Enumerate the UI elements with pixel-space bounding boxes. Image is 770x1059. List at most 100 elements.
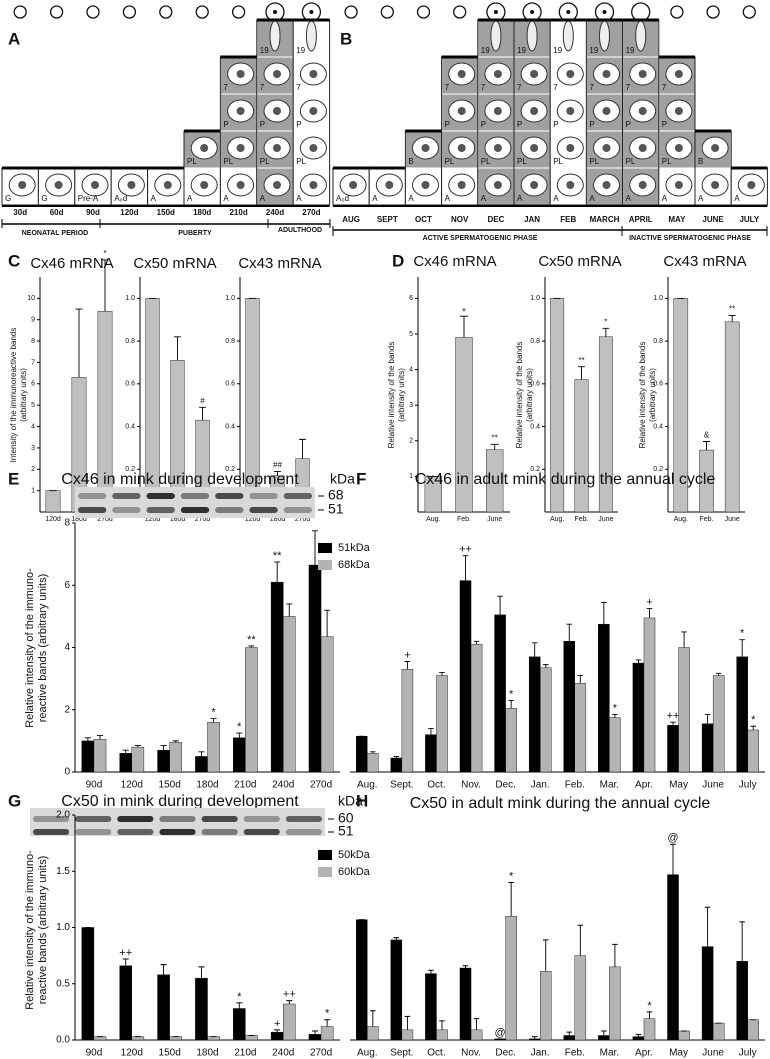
x-tick-label: Jan. bbox=[531, 780, 550, 791]
cell-label: PL bbox=[445, 157, 455, 166]
significance-mark: * bbox=[613, 702, 618, 714]
stage-circle bbox=[453, 5, 467, 19]
nucleus bbox=[493, 107, 502, 115]
nucleus bbox=[236, 144, 245, 152]
nucleus bbox=[457, 181, 466, 189]
bar bbox=[643, 1018, 656, 1041]
cell-label: A bbox=[734, 194, 740, 203]
x-tick-label: Dec. bbox=[495, 1048, 516, 1059]
cell-label: A bbox=[408, 194, 414, 203]
x-tick-label: 180d bbox=[170, 516, 186, 523]
y-tick-label: 0.6 bbox=[225, 381, 235, 388]
x-tick-label: Aug. bbox=[426, 516, 440, 523]
error-bar bbox=[404, 1015, 411, 1030]
cell-label: P bbox=[662, 120, 667, 129]
error-bar bbox=[311, 530, 319, 566]
cell-label: P bbox=[589, 120, 594, 129]
significance-mark: * bbox=[604, 317, 607, 326]
error-bar bbox=[370, 751, 376, 754]
bar bbox=[563, 1035, 575, 1041]
cell-label: PL bbox=[187, 157, 197, 166]
cell-label: P bbox=[626, 120, 631, 129]
chart-title: Cx46 mRNA bbox=[30, 255, 113, 272]
blot-marker: 68 bbox=[328, 487, 344, 503]
column-label: FEB bbox=[560, 215, 576, 224]
nucleus bbox=[493, 181, 502, 189]
error-bar bbox=[728, 315, 736, 322]
period-label: NEONATAL PERIOD bbox=[22, 230, 89, 237]
stage-dot bbox=[273, 10, 277, 14]
stage-dot bbox=[566, 10, 571, 14]
y-tick-label: 1 bbox=[31, 487, 35, 494]
nucleus bbox=[200, 144, 209, 152]
y-tick-label: 0.0 bbox=[56, 1035, 70, 1046]
bar bbox=[169, 1036, 182, 1041]
period-label: ADULTHOOD bbox=[278, 227, 322, 234]
nucleus bbox=[493, 70, 502, 78]
error-bar bbox=[508, 699, 514, 709]
x-tick-label: 90d bbox=[86, 780, 103, 791]
column-label: 180d bbox=[193, 208, 211, 217]
error-bar bbox=[542, 939, 549, 972]
x-tick-label: Feb. bbox=[565, 1048, 585, 1059]
y-tick-label: 8 bbox=[31, 338, 35, 345]
x-tick-label: Aug. bbox=[357, 1048, 378, 1059]
panel-label: A bbox=[8, 29, 20, 48]
nucleus bbox=[674, 144, 683, 152]
x-tick-label: Aug. bbox=[357, 780, 378, 791]
stage-circle bbox=[706, 5, 720, 19]
blot-marker: 51 bbox=[328, 501, 344, 517]
column-label: OCT bbox=[415, 215, 432, 224]
nucleus bbox=[530, 144, 539, 152]
stage-dot bbox=[530, 10, 535, 14]
x-tick-label: 120d bbox=[121, 780, 143, 791]
error-bar bbox=[602, 327, 610, 337]
error-bar bbox=[393, 937, 400, 940]
cell-label: A₀d bbox=[114, 194, 127, 203]
sperm-cell bbox=[269, 20, 281, 52]
nucleus bbox=[309, 107, 318, 115]
column-label: 120d bbox=[120, 208, 138, 217]
legend-label: 68kDa bbox=[338, 559, 371, 571]
bar bbox=[436, 675, 448, 773]
error-bar bbox=[198, 966, 205, 979]
nucleus bbox=[602, 144, 611, 152]
significance-mark: * bbox=[509, 688, 514, 700]
error-bar bbox=[531, 1036, 538, 1039]
column-label: SEPT bbox=[377, 215, 398, 224]
cell-label: 19 bbox=[553, 46, 562, 55]
error-bar bbox=[739, 921, 745, 962]
column-label: 150d bbox=[157, 208, 175, 217]
column-label: DEC bbox=[487, 215, 504, 224]
panel-label: F bbox=[356, 469, 366, 488]
cell-label: PL bbox=[553, 157, 563, 166]
cell-label: A bbox=[662, 194, 668, 203]
nucleus bbox=[273, 181, 281, 189]
nucleus bbox=[349, 181, 358, 189]
y-axis-label: reactive bands (arbitrary units) bbox=[37, 574, 49, 723]
cell-label: P bbox=[553, 120, 558, 129]
error-bar bbox=[299, 438, 306, 459]
y-tick-label: 10 bbox=[27, 295, 35, 302]
y-tick-label: 2.0 bbox=[56, 810, 70, 821]
column-label: 90d bbox=[86, 208, 100, 217]
bar bbox=[245, 647, 258, 773]
cell-label: A bbox=[223, 194, 229, 203]
cell-label: 7 bbox=[296, 83, 301, 92]
y-tick-label: 0.8 bbox=[653, 338, 663, 345]
bar bbox=[667, 725, 679, 773]
y-tick-label: 5 bbox=[31, 402, 35, 409]
significance-mark: ** bbox=[247, 634, 256, 646]
cell-label: PL bbox=[589, 157, 599, 166]
nucleus bbox=[747, 181, 756, 189]
nucleus bbox=[602, 107, 611, 115]
nucleus bbox=[638, 144, 647, 152]
y-tick-label: 1.0 bbox=[56, 922, 70, 933]
bar bbox=[712, 675, 725, 773]
stage-circle bbox=[231, 5, 246, 19]
x-tick-label: July bbox=[739, 780, 757, 791]
significance-mark: * bbox=[751, 714, 756, 726]
y-tick-label: 0.5 bbox=[56, 978, 70, 989]
column-label: 60d bbox=[50, 208, 64, 217]
error-bar bbox=[750, 725, 757, 730]
